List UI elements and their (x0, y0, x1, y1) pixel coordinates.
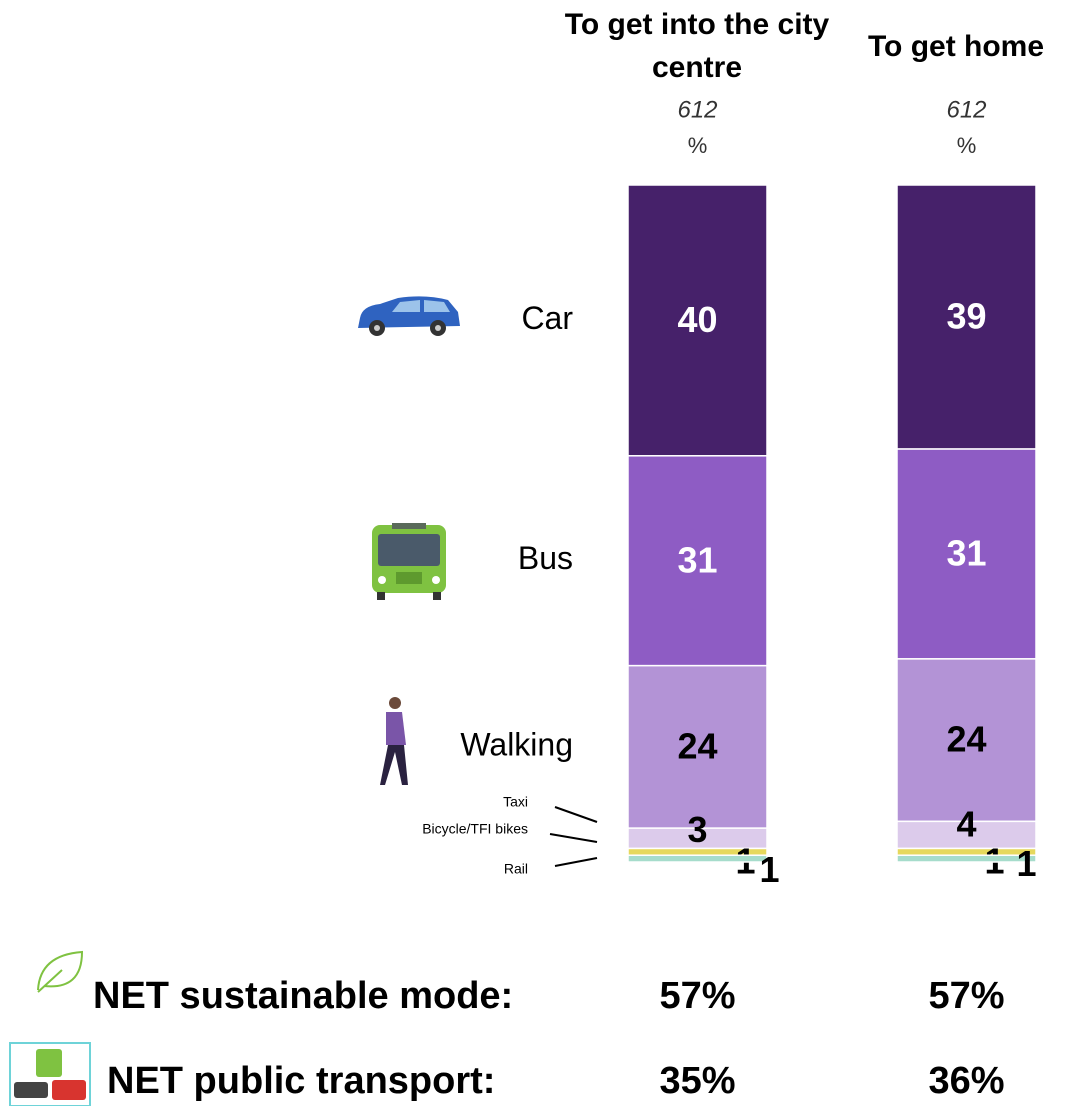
series-label: Taxi (503, 794, 528, 810)
series-label: Bus (518, 540, 573, 576)
bar-segment (896, 854, 1037, 863)
car-icon (358, 296, 460, 336)
walker-icon (380, 697, 408, 785)
data-label: 31 (946, 532, 986, 573)
column-header: To get into the city centre (564, 8, 830, 84)
data-label: 3 (687, 809, 707, 850)
bar-segment (627, 854, 768, 863)
data-label: 31 (677, 539, 717, 580)
bar-segment (896, 658, 1037, 823)
data-label: 24 (677, 725, 717, 766)
data-label: 39 (946, 296, 986, 337)
transport-icon (9, 1042, 91, 1106)
bar-segment (627, 664, 768, 829)
data-label: 1 (1016, 843, 1036, 884)
net-value: 36% (928, 1060, 1004, 1102)
net-label: NET public transport: (107, 1060, 495, 1102)
column-header: To get home (867, 29, 1045, 63)
base-count: 612 (677, 96, 717, 123)
data-label: 4 (956, 803, 976, 844)
net-value: 35% (659, 1060, 735, 1102)
net-label: NET sustainable mode: (93, 975, 513, 1017)
series-label: Walking (460, 726, 573, 762)
bar-segment (896, 448, 1037, 660)
unit-label: % (688, 133, 708, 158)
series-label: Rail (504, 861, 528, 877)
data-label: 24 (946, 719, 986, 760)
net-value: 57% (928, 975, 1004, 1017)
data-label: 40 (677, 299, 717, 340)
bar-segment (896, 820, 1037, 850)
base-count: 612 (946, 96, 986, 123)
series-label: Bicycle/TFI bikes (422, 821, 528, 837)
bar-segment (896, 847, 1037, 856)
net-value: 57% (659, 975, 735, 1017)
bar-segment (627, 184, 768, 457)
bus-icon (372, 523, 446, 600)
data-label: 1 (759, 849, 779, 890)
leader-lines (549, 806, 598, 867)
bar-segment (896, 184, 1037, 450)
unit-label: % (957, 133, 977, 158)
leaf-icon (37, 950, 84, 993)
bar-segment (627, 455, 768, 667)
series-label: Car (521, 300, 573, 336)
